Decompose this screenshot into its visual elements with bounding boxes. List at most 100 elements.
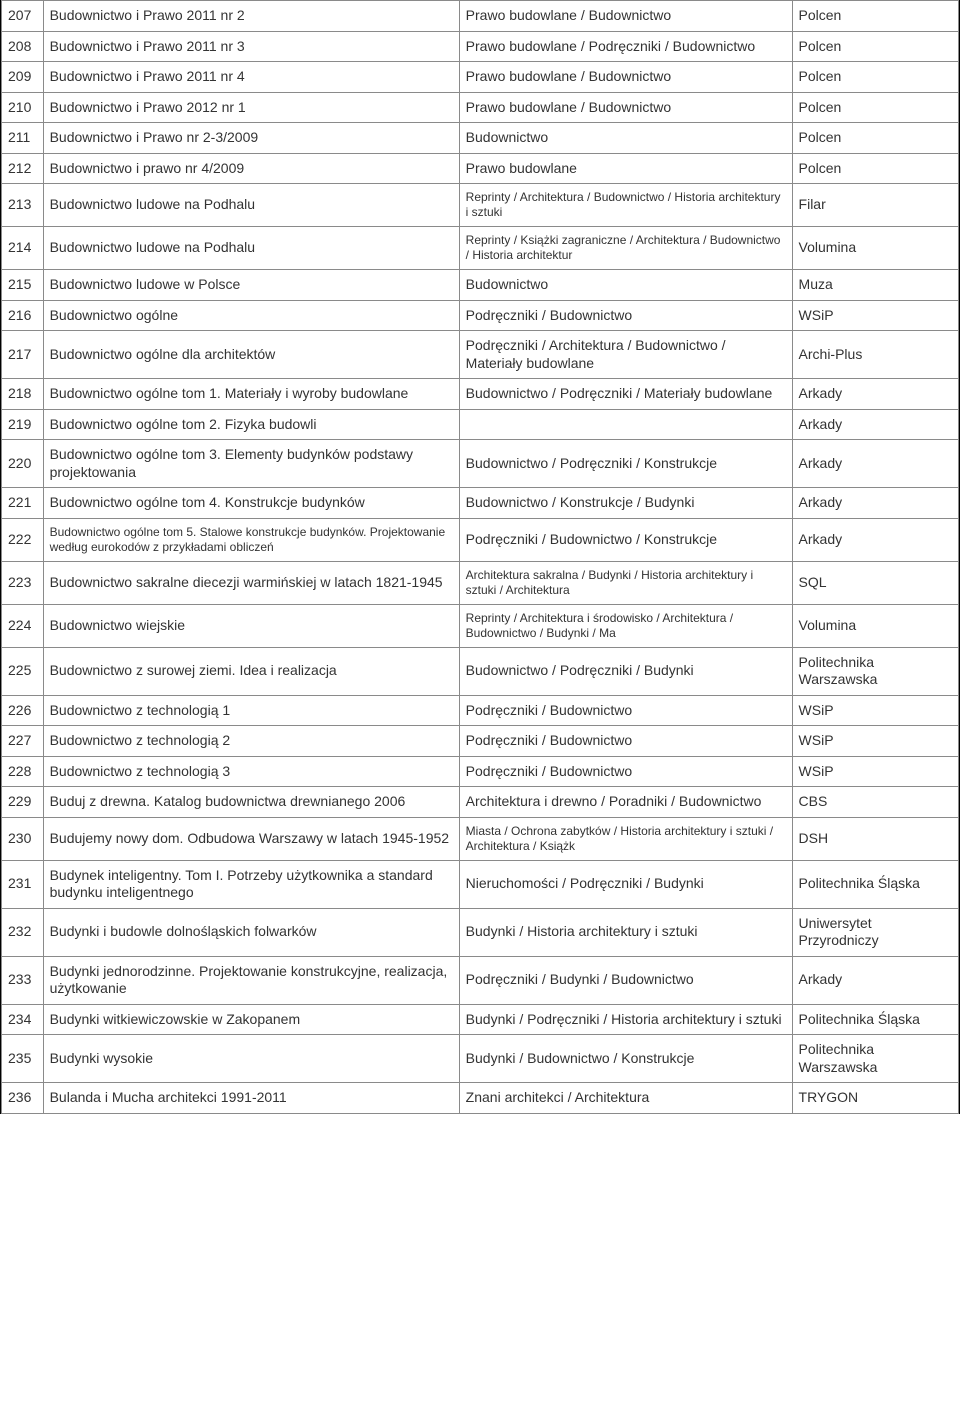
row-title: Budynek inteligentny. Tom I. Potrzeby uż…: [43, 860, 459, 908]
table-row: 232Budynki i budowle dolnośląskich folwa…: [2, 908, 959, 956]
page-container: 207Budownictwo i Prawo 2011 nr 2Prawo bu…: [0, 0, 960, 1114]
table-body: 207Budownictwo i Prawo 2011 nr 2Prawo bu…: [2, 1, 959, 1114]
row-publisher: WSiP: [792, 726, 958, 757]
row-publisher: WSiP: [792, 300, 958, 331]
table-row: 230Budujemy nowy dom. Odbudowa Warszawy …: [2, 817, 959, 860]
row-publisher: Politechnika Warszawska: [792, 1035, 958, 1083]
row-number: 218: [2, 379, 44, 410]
row-categories: Nieruchomości / Podręczniki / Budynki: [459, 860, 792, 908]
table-row: 223Budownictwo sakralne diecezji warmińs…: [2, 561, 959, 604]
row-number: 207: [2, 1, 44, 32]
table-row: 219Budownictwo ogólne tom 2. Fizyka budo…: [2, 409, 959, 440]
row-title: Budownictwo i Prawo 2011 nr 2: [43, 1, 459, 32]
row-number: 210: [2, 92, 44, 123]
table-row: 220Budownictwo ogólne tom 3. Elementy bu…: [2, 440, 959, 488]
row-categories: Budownictwo: [459, 270, 792, 301]
row-title: Budownictwo ludowe na Podhalu: [43, 227, 459, 270]
row-number: 226: [2, 695, 44, 726]
table-row: 222Budownictwo ogólne tom 5. Stalowe kon…: [2, 518, 959, 561]
row-publisher: Polcen: [792, 31, 958, 62]
row-title: Budujemy nowy dom. Odbudowa Warszawy w l…: [43, 817, 459, 860]
row-categories: Podręczniki / Budownictwo: [459, 695, 792, 726]
row-categories: Prawo budowlane / Podręczniki / Budownic…: [459, 31, 792, 62]
row-title: Budownictwo ogólne tom 1. Materiały i wy…: [43, 379, 459, 410]
row-categories: Prawo budowlane / Budownictwo: [459, 62, 792, 93]
row-title: Budynki witkiewiczowskie w Zakopanem: [43, 1004, 459, 1035]
row-categories: Prawo budowlane / Budownictwo: [459, 92, 792, 123]
table-row: 227Budownictwo z technologią 2Podręcznik…: [2, 726, 959, 757]
row-number: 223: [2, 561, 44, 604]
row-number: 214: [2, 227, 44, 270]
row-categories: Budownictwo / Konstrukcje / Budynki: [459, 488, 792, 519]
row-categories: Budownictwo: [459, 123, 792, 154]
row-categories: Znani architekci / Architektura: [459, 1083, 792, 1114]
row-number: 228: [2, 756, 44, 787]
row-publisher: Polcen: [792, 123, 958, 154]
row-publisher: SQL: [792, 561, 958, 604]
row-categories: Reprinty / Architektura i środowisko / A…: [459, 604, 792, 647]
row-title: Budownictwo z surowej ziemi. Idea i real…: [43, 647, 459, 695]
row-categories: Podręczniki / Architektura / Budownictwo…: [459, 331, 792, 379]
table-row: 234Budynki witkiewiczowskie w ZakopanemB…: [2, 1004, 959, 1035]
row-number: 216: [2, 300, 44, 331]
table-row: 224Budownictwo wiejskieReprinty / Archit…: [2, 604, 959, 647]
table-row: 210Budownictwo i Prawo 2012 nr 1Prawo bu…: [2, 92, 959, 123]
row-number: 224: [2, 604, 44, 647]
row-categories: Podręczniki / Budownictwo: [459, 726, 792, 757]
row-title: Budownictwo z technologią 1: [43, 695, 459, 726]
table-row: 217Budownictwo ogólne dla architektówPod…: [2, 331, 959, 379]
row-publisher: Filar: [792, 184, 958, 227]
row-categories: Podręczniki / Budynki / Budownictwo: [459, 956, 792, 1004]
row-publisher: WSiP: [792, 695, 958, 726]
table-row: 209Budownictwo i Prawo 2011 nr 4Prawo bu…: [2, 62, 959, 93]
row-title: Budownictwo z technologią 3: [43, 756, 459, 787]
row-number: 232: [2, 908, 44, 956]
row-number: 219: [2, 409, 44, 440]
table-row: 214Budownictwo ludowe na PodhaluReprinty…: [2, 227, 959, 270]
row-publisher: Polcen: [792, 62, 958, 93]
row-categories: Reprinty / Architektura / Budownictwo / …: [459, 184, 792, 227]
row-publisher: Politechnika Śląska: [792, 1004, 958, 1035]
row-categories: Budownictwo / Podręczniki / Budynki: [459, 647, 792, 695]
table-row: 216Budownictwo ogólnePodręczniki / Budow…: [2, 300, 959, 331]
row-title: Budownictwo wiejskie: [43, 604, 459, 647]
table-row: 225Budownictwo z surowej ziemi. Idea i r…: [2, 647, 959, 695]
row-title: Budownictwo i Prawo 2011 nr 4: [43, 62, 459, 93]
row-categories: Budynki / Historia architektury i sztuki: [459, 908, 792, 956]
row-publisher: Muza: [792, 270, 958, 301]
row-publisher: Uniwersytet Przyrodniczy: [792, 908, 958, 956]
row-categories: Reprinty / Książki zagraniczne / Archite…: [459, 227, 792, 270]
row-number: 222: [2, 518, 44, 561]
row-number: 227: [2, 726, 44, 757]
table-row: 218Budownictwo ogólne tom 1. Materiały i…: [2, 379, 959, 410]
row-publisher: DSH: [792, 817, 958, 860]
row-title: Budownictwo ogólne tom 3. Elementy budyn…: [43, 440, 459, 488]
table-row: 233Budynki jednorodzinne. Projektowanie …: [2, 956, 959, 1004]
row-categories: Prawo budowlane: [459, 153, 792, 184]
row-categories: Budownictwo / Podręczniki / Materiały bu…: [459, 379, 792, 410]
row-number: 215: [2, 270, 44, 301]
row-publisher: Arkady: [792, 379, 958, 410]
row-publisher: Volumina: [792, 604, 958, 647]
row-categories: Architektura sakralna / Budynki / Histor…: [459, 561, 792, 604]
row-categories: [459, 409, 792, 440]
row-title: Budownictwo sakralne diecezji warmińskie…: [43, 561, 459, 604]
row-title: Budownictwo ogólne: [43, 300, 459, 331]
row-publisher: Polcen: [792, 92, 958, 123]
table-row: 229Buduj z drewna. Katalog budownictwa d…: [2, 787, 959, 818]
row-categories: Budynki / Podręczniki / Historia archite…: [459, 1004, 792, 1035]
row-number: 234: [2, 1004, 44, 1035]
row-title: Budownictwo i Prawo 2011 nr 3: [43, 31, 459, 62]
row-title: Budownictwo i Prawo 2012 nr 1: [43, 92, 459, 123]
row-number: 220: [2, 440, 44, 488]
row-categories: Podręczniki / Budownictwo: [459, 300, 792, 331]
row-number: 213: [2, 184, 44, 227]
row-categories: Budownictwo / Podręczniki / Konstrukcje: [459, 440, 792, 488]
row-publisher: Archi-Plus: [792, 331, 958, 379]
table-row: 211Budownictwo i Prawo nr 2-3/2009Budown…: [2, 123, 959, 154]
row-number: 230: [2, 817, 44, 860]
table-row: 207Budownictwo i Prawo 2011 nr 2Prawo bu…: [2, 1, 959, 32]
table-row: 213Budownictwo ludowe na PodhaluReprinty…: [2, 184, 959, 227]
row-publisher: Arkady: [792, 488, 958, 519]
row-number: 231: [2, 860, 44, 908]
